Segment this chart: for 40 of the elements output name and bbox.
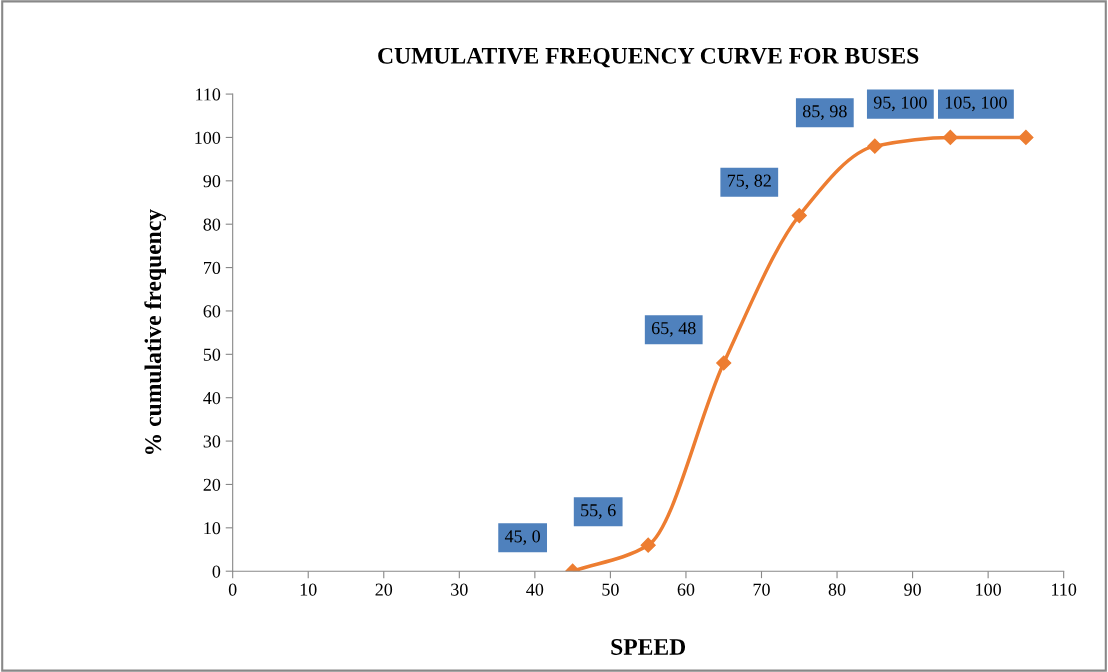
point: [867, 138, 883, 154]
data-label: 75, 82: [727, 174, 771, 190]
x-axis-title: SPEED: [611, 639, 686, 655]
y-tick-label: 70: [204, 261, 221, 275]
y-tick-label: 100: [195, 131, 221, 144]
data-label: 55, 6: [581, 504, 616, 519]
x-tick-label: 90: [904, 583, 921, 596]
x-tick-label: 110: [1052, 583, 1077, 596]
y-tick-label: 30: [203, 435, 221, 448]
y-tick-label: 20: [203, 478, 221, 491]
y-axis-title: % cumulative frequency: [144, 209, 167, 454]
x-tick-label: 30: [451, 583, 468, 596]
y-tick-label: 90: [203, 175, 221, 188]
point: [716, 355, 732, 371]
data-label: 95, 100: [873, 96, 927, 112]
y-tick-label: 40: [203, 391, 221, 405]
x-tick-label: 10: [300, 583, 317, 596]
x-tick-label: 50: [602, 583, 619, 596]
y-tick-label: 60: [203, 305, 221, 318]
y-tick-label: 10: [204, 522, 221, 535]
data-label: 105, 100: [945, 96, 1007, 112]
point: [640, 537, 656, 553]
x-tick-label: 20: [375, 583, 393, 596]
x-tick-label: 70: [753, 583, 770, 596]
y-tick-label: 50: [203, 348, 221, 361]
chart-title: CUMULATIVE FREQUENCY CURVE FOR BUSES: [378, 47, 919, 68]
x-tick-label: 100: [976, 583, 1001, 596]
point: [1018, 129, 1034, 146]
y-tick-label: 80: [203, 218, 221, 231]
data-label: 45, 0: [504, 530, 540, 545]
x-tick-label: 0: [228, 583, 237, 596]
point: [942, 129, 958, 146]
y-tick-label: 0: [212, 565, 221, 578]
x-tick-label: 40: [526, 583, 544, 596]
y-tick-label: 110: [196, 88, 221, 101]
data-label: 65, 48: [651, 322, 696, 337]
x-tick-label: 60: [677, 583, 695, 596]
data-label: 85, 98: [802, 105, 847, 120]
x-tick-label: 80: [828, 583, 846, 596]
point: [791, 207, 807, 224]
